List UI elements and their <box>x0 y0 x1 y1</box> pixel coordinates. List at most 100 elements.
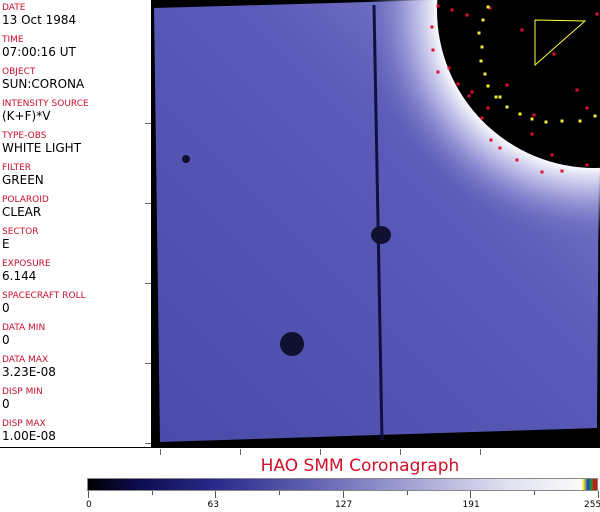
yellow-marker <box>486 84 490 88</box>
red-marker <box>447 66 451 70</box>
metadata-field: FILTER GREEN <box>2 163 44 187</box>
metadata-label: INTENSITY SOURCE <box>2 99 89 109</box>
red-marker <box>550 153 554 157</box>
yellow-marker <box>518 112 522 116</box>
red-marker <box>470 90 474 94</box>
occulter-disk <box>437 0 600 168</box>
y-tick <box>145 443 151 444</box>
red-marker <box>532 113 536 117</box>
colorbar-tick <box>597 491 599 498</box>
red-marker <box>560 169 564 173</box>
red-marker <box>480 116 484 120</box>
y-tick <box>145 123 151 124</box>
metadata-label: TIME <box>2 35 24 45</box>
red-marker <box>486 106 490 110</box>
red-marker <box>488 6 492 10</box>
x-tick <box>160 449 161 455</box>
colorbar-tick-label: 127 <box>335 500 353 510</box>
metadata-value: 1.00E-08 <box>2 429 56 443</box>
metadata-field: DATA MAX 3.23E-08 <box>2 355 56 379</box>
yellow-marker <box>530 117 534 121</box>
metadata-field: INTENSITY SOURCE (K+F)*V <box>2 99 89 123</box>
metadata-field: DATA MIN 0 <box>2 323 45 347</box>
red-marker <box>585 163 589 167</box>
plot-title: HAO SMM Coronagraph <box>260 456 460 476</box>
yellow-marker <box>505 105 509 109</box>
metadata-value: WHITE LIGHT <box>2 141 82 155</box>
colorbar-tick <box>279 491 281 495</box>
colorbar-tick <box>88 491 89 498</box>
metadata-value: (K+F)*V <box>2 109 51 123</box>
metadata-value: GREEN <box>2 173 44 187</box>
yellow-marker <box>544 120 548 124</box>
y-tick <box>145 363 151 364</box>
red-marker <box>552 52 556 56</box>
yellow-marker <box>479 59 483 63</box>
colorbar-tick-label: 0 <box>86 500 92 510</box>
metadata-value: CLEAR <box>2 205 42 219</box>
yellow-marker <box>483 72 487 76</box>
metadata-label: POLAROID <box>2 195 49 205</box>
colorbar-tick <box>470 491 472 498</box>
red-marker <box>575 88 579 92</box>
red-marker <box>465 13 469 17</box>
metadata-value: 0 <box>2 301 10 315</box>
y-tick <box>145 283 151 284</box>
grid-markers <box>430 4 599 174</box>
metadata-field: EXPOSURE 6.144 <box>2 259 51 283</box>
colorbar-tick <box>406 491 408 495</box>
colorbar-tick <box>151 491 153 495</box>
yellow-marker <box>480 45 484 49</box>
red-marker <box>585 106 589 110</box>
red-marker <box>505 83 509 87</box>
red-marker <box>431 48 435 52</box>
red-marker <box>467 94 471 98</box>
red-marker <box>456 82 460 86</box>
red-marker <box>595 12 599 16</box>
metadata-value: 07:00:16 UT <box>2 45 76 59</box>
metadata-label: SECTOR <box>2 227 39 237</box>
colorbar-tick <box>342 491 344 498</box>
yellow-marker <box>486 5 490 9</box>
metadata-value: SUN:CORONA <box>2 77 85 91</box>
metadata-value: 3.23E-08 <box>2 365 56 379</box>
metadata-field: POLAROID CLEAR <box>2 195 49 219</box>
roll-indicator <box>534 19 587 67</box>
red-marker <box>436 4 440 8</box>
x-tick <box>400 449 401 455</box>
dust-spot <box>280 332 304 356</box>
x-tick <box>480 449 481 455</box>
red-marker <box>450 8 454 12</box>
coronagraph-image <box>152 0 600 448</box>
metadata-value: 0 <box>2 333 10 347</box>
red-marker <box>498 146 502 150</box>
metadata-label: OBJECT <box>2 67 36 77</box>
metadata-value: 0 <box>2 397 10 411</box>
metadata-field: TYPE-OBS WHITE LIGHT <box>2 131 81 155</box>
yellow-marker <box>593 114 597 118</box>
metadata-label: FILTER <box>2 163 32 173</box>
metadata-value: E <box>2 237 10 251</box>
red-marker <box>430 25 434 29</box>
metadata-field: DATE 13 Oct 1984 <box>2 3 76 27</box>
metadata-label: TYPE-OBS <box>2 131 47 141</box>
x-tick <box>320 449 321 455</box>
metadata-label: EXPOSURE <box>2 259 51 269</box>
metadata-field: OBJECT SUN:CORONA <box>2 67 84 91</box>
metadata-label: DISP MIN <box>2 387 43 397</box>
red-marker <box>436 70 440 74</box>
metadata-panel: DATE 13 Oct 1984 TIME 07:00:16 UT OBJECT SUN:… <box>0 0 152 448</box>
metadata-field: DISP MAX 1.00E-08 <box>2 419 56 443</box>
x-tick <box>240 449 241 455</box>
yellow-marker <box>498 95 502 99</box>
metadata-field: DISP MIN 0 <box>2 387 43 411</box>
yellow-marker <box>494 95 498 99</box>
metadata-field: TIME 07:00:16 UT <box>2 35 76 59</box>
red-marker <box>489 138 493 142</box>
pylon <box>372 4 384 441</box>
metadata-label: DATA MIN <box>2 323 46 333</box>
metadata-label: SPACECRAFT ROLL <box>2 291 86 301</box>
red-marker <box>540 170 544 174</box>
metadata-label: DISP MAX <box>2 419 46 429</box>
red-marker <box>520 28 524 32</box>
